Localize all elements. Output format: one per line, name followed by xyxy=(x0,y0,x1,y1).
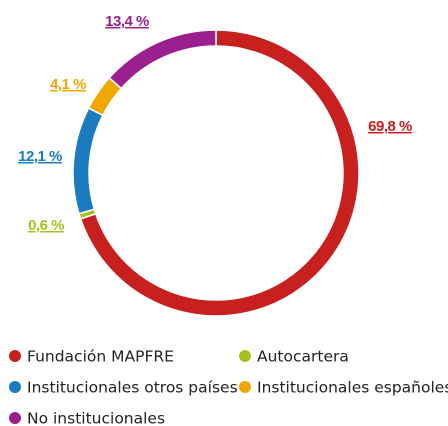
donut-slice xyxy=(108,29,217,90)
data-label: 4,1 % xyxy=(50,76,86,93)
legend-marker xyxy=(9,350,21,362)
data-label: 69,8 % xyxy=(368,118,412,135)
legend-label: Institucionales españoles xyxy=(257,379,448,397)
data-label: 12,1 % xyxy=(18,148,62,165)
legend-label: Institucionales otros países xyxy=(27,379,238,397)
data-label: 0,6 % xyxy=(28,217,64,234)
legend-label: No institucionales xyxy=(27,410,165,426)
legend-marker xyxy=(239,350,251,362)
legend-marker xyxy=(9,412,21,424)
donut-slice xyxy=(72,107,104,215)
legend-label: Fundación MAPFRE xyxy=(27,348,174,366)
legend-label: Autocartera xyxy=(257,348,349,366)
legend-marker xyxy=(9,381,21,393)
data-label: 13,4 % xyxy=(105,13,149,30)
legend-marker xyxy=(239,381,251,393)
